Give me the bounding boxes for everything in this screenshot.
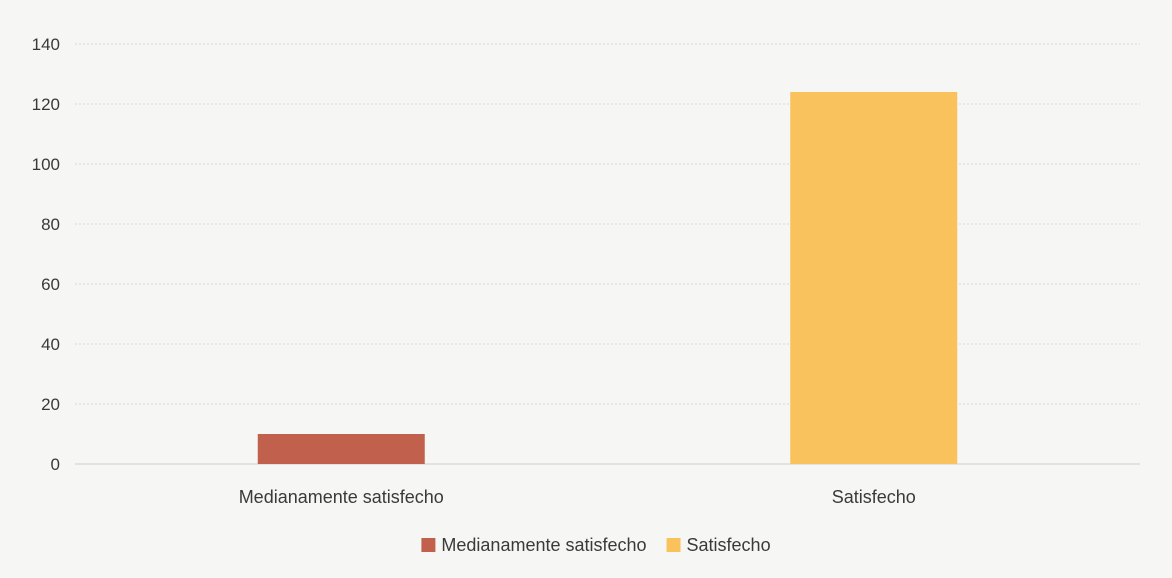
y-tick-label: 100	[32, 155, 60, 174]
legend-swatch	[666, 538, 681, 552]
y-tick-label: 80	[41, 215, 60, 234]
x-category-label: Medianamente satisfecho	[239, 487, 444, 507]
y-tick-label: 140	[32, 35, 60, 54]
bars	[257, 92, 958, 464]
x-axis-categories: Medianamente satisfecho Satisfecho	[239, 487, 916, 507]
y-tick-label: 60	[41, 275, 60, 294]
legend-item: Medianamente satisfecho	[421, 535, 647, 555]
legend-label: Satisfecho	[687, 535, 771, 555]
legend-swatch	[421, 538, 436, 552]
bar-medianamente-satisfecho	[257, 434, 425, 464]
legend: Medianamente satisfecho Satisfecho	[421, 535, 771, 555]
bar-satisfecho	[790, 92, 958, 464]
x-category-label: Satisfecho	[832, 487, 916, 507]
y-tick-label: 120	[32, 95, 60, 114]
legend-label: Medianamente satisfecho	[441, 535, 646, 555]
y-axis-ticks: 0 20 40 60 80 100 120 140	[32, 35, 60, 474]
y-tick-label: 40	[41, 335, 60, 354]
y-tick-label: 20	[41, 395, 60, 414]
y-tick-label: 0	[51, 455, 60, 474]
legend-item: Satisfecho	[666, 535, 771, 555]
gridlines	[75, 43, 1140, 465]
